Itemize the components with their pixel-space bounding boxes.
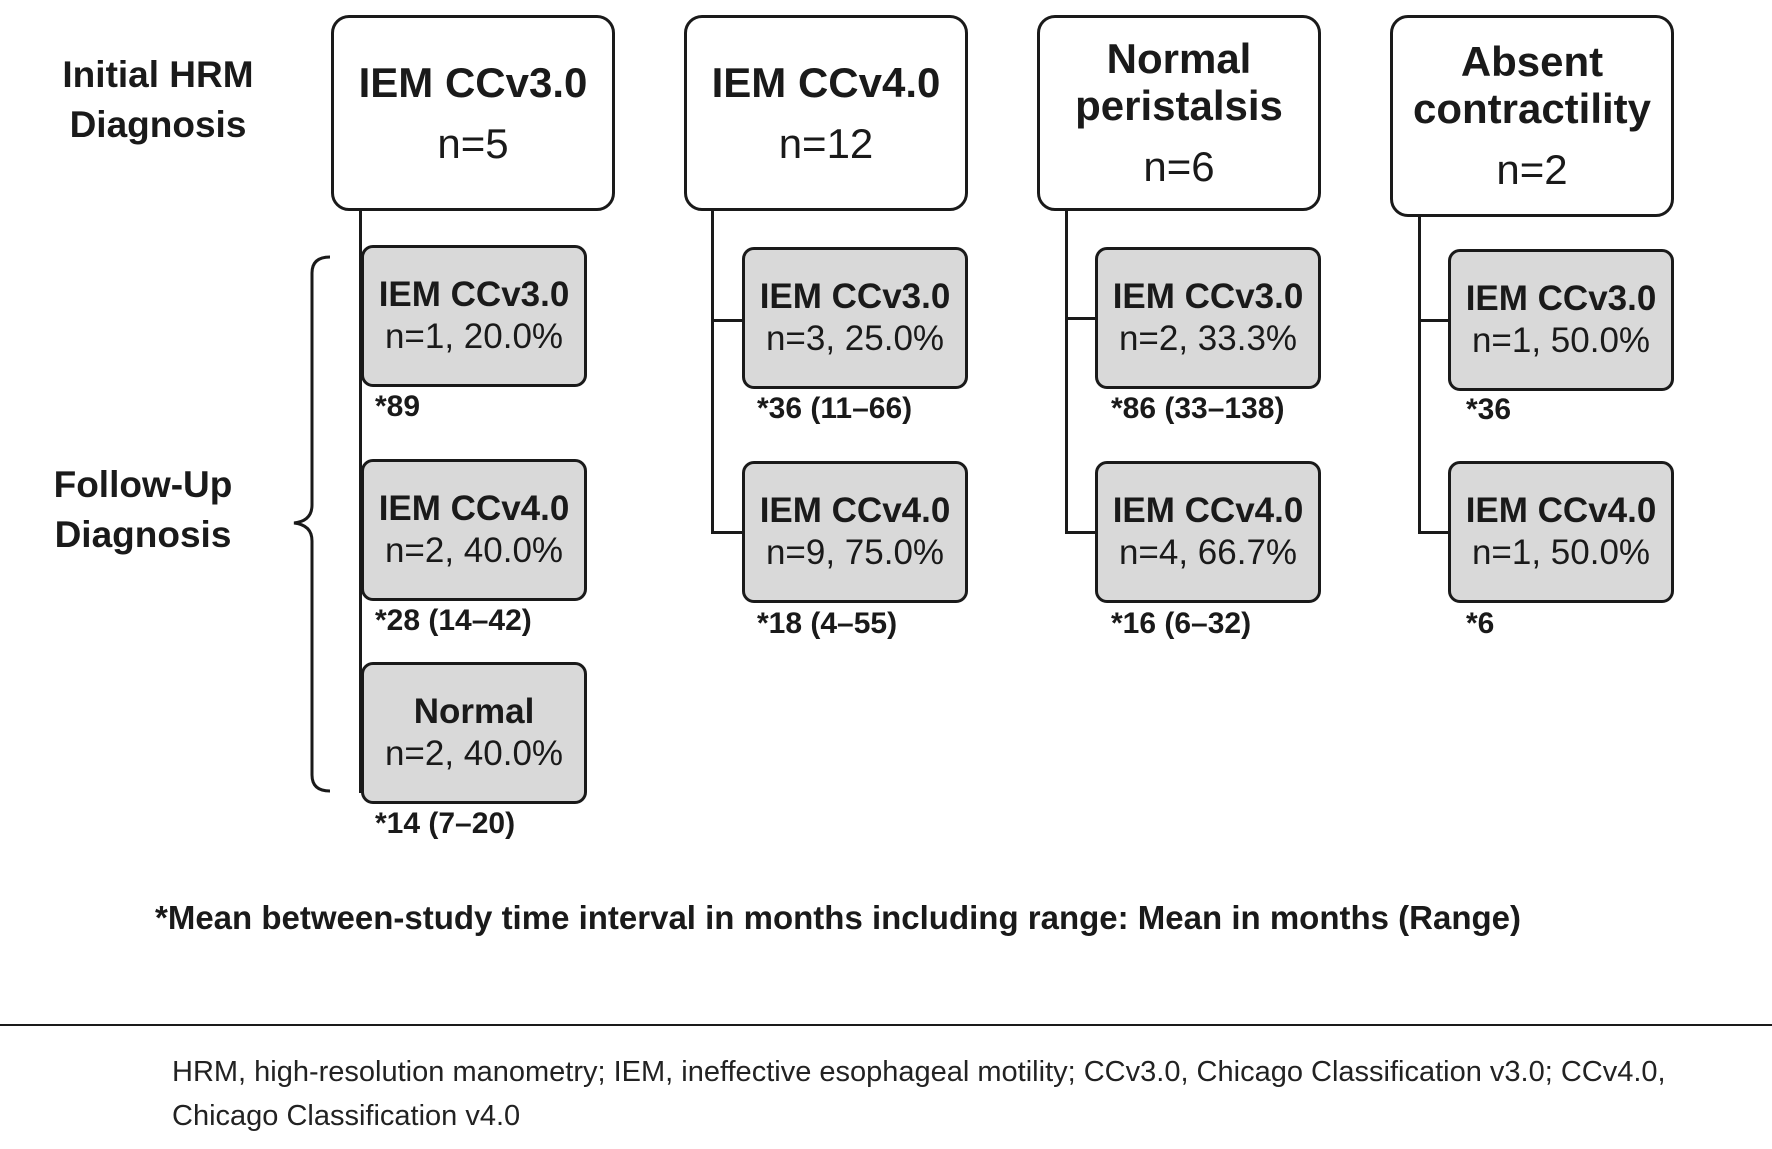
initial-diagnosis-box: IEM CCv4.0 n=12	[684, 15, 968, 211]
follow-up-box: Normal n=2, 40.0%	[361, 662, 587, 804]
follow-up-title: IEM CCv3.0	[378, 275, 570, 314]
follow-up-title: Normal	[413, 692, 535, 731]
follow-up-count: n=2, 33.3%	[1118, 319, 1298, 358]
initial-diagnosis-box: Normal peristalsis n=6	[1037, 15, 1321, 211]
interval-note: *Mean between-study time interval in mon…	[155, 899, 1521, 936]
connector-line	[1418, 531, 1450, 534]
follow-up-box: IEM CCv4.0 n=4, 66.7%	[1095, 461, 1321, 603]
follow-up-title: IEM CCv4.0	[378, 489, 570, 528]
initial-diagnosis-box: IEM CCv3.0 n=5	[331, 15, 615, 211]
follow-up-box: IEM CCv3.0 n=1, 50.0%	[1448, 249, 1674, 391]
initial-diagnosis-count: n=5	[437, 119, 509, 167]
connector-line	[1065, 531, 1097, 534]
initial-diagnosis-count: n=12	[778, 119, 874, 167]
follow-up-title: IEM CCv3.0	[759, 277, 951, 316]
follow-up-count: n=1, 20.0%	[384, 317, 564, 356]
interval-label: *86 (33–138)	[1111, 392, 1285, 425]
connector-line	[1418, 214, 1421, 534]
connector-line	[359, 209, 362, 793]
connector-line	[711, 319, 744, 322]
initial-diagnosis-title: IEM CCv4.0	[711, 58, 941, 106]
initial-diagnosis-title: Absent contractility	[1412, 38, 1652, 132]
connector-line	[1065, 317, 1097, 320]
follow-up-count: n=4, 66.7%	[1118, 533, 1298, 572]
follow-up-title: IEM CCv3.0	[1465, 279, 1657, 318]
follow-up-title: IEM CCv3.0	[1112, 277, 1304, 316]
follow-up-count: n=2, 40.0%	[384, 531, 564, 570]
follow-up-count: n=1, 50.0%	[1471, 533, 1651, 572]
interval-label: *36 (11–66)	[757, 392, 913, 425]
follow-up-count: n=9, 75.0%	[765, 533, 945, 572]
initial-diagnosis-title: Normal peristalsis	[1075, 35, 1283, 129]
interval-label: *89	[375, 390, 421, 423]
follow-up-box: IEM CCv4.0 n=9, 75.0%	[742, 461, 968, 603]
follow-up-box: IEM CCv3.0 n=2, 33.3%	[1095, 247, 1321, 389]
follow-up-box: IEM CCv3.0 n=3, 25.0%	[742, 247, 968, 389]
follow-up-title: IEM CCv4.0	[1112, 491, 1304, 530]
follow-up-diagnosis-label: Follow-Up Diagnosis	[53, 464, 233, 555]
initial-diagnosis-box: Absent contractility n=2	[1390, 15, 1674, 217]
connector-line	[1065, 209, 1068, 534]
initial-hrm-diagnosis-label: Initial HRM Diagnosis	[62, 54, 254, 145]
interval-label: *36	[1466, 393, 1512, 426]
follow-up-brace	[293, 255, 331, 793]
follow-up-box: IEM CCv4.0 n=1, 50.0%	[1448, 461, 1674, 603]
follow-up-title: IEM CCv4.0	[759, 491, 951, 530]
interval-label: *18 (4–55)	[757, 607, 898, 640]
interval-label: *16 (6–32)	[1111, 607, 1252, 640]
interval-label: *14 (7–20)	[375, 807, 516, 840]
connector-line	[1418, 319, 1450, 322]
connector-line	[711, 209, 714, 534]
footnote-divider	[0, 1024, 1772, 1026]
initial-diagnosis-title: IEM CCv3.0	[358, 58, 588, 106]
follow-up-count: n=2, 40.0%	[384, 734, 564, 773]
connector-line	[711, 531, 744, 534]
follow-up-count: n=1, 50.0%	[1471, 321, 1651, 360]
interval-label: *6	[1466, 607, 1495, 640]
abbreviations-footnote: HRM, high-resolution manometry; IEM, ine…	[172, 1056, 1666, 1132]
initial-diagnosis-count: n=2	[1496, 146, 1568, 193]
follow-up-count: n=3, 25.0%	[765, 319, 945, 358]
initial-diagnosis-count: n=6	[1143, 143, 1215, 190]
follow-up-box: IEM CCv4.0 n=2, 40.0%	[361, 459, 587, 601]
follow-up-title: IEM CCv4.0	[1465, 491, 1657, 530]
follow-up-box: IEM CCv3.0 n=1, 20.0%	[361, 245, 587, 387]
interval-label: *28 (14–42)	[375, 604, 532, 637]
